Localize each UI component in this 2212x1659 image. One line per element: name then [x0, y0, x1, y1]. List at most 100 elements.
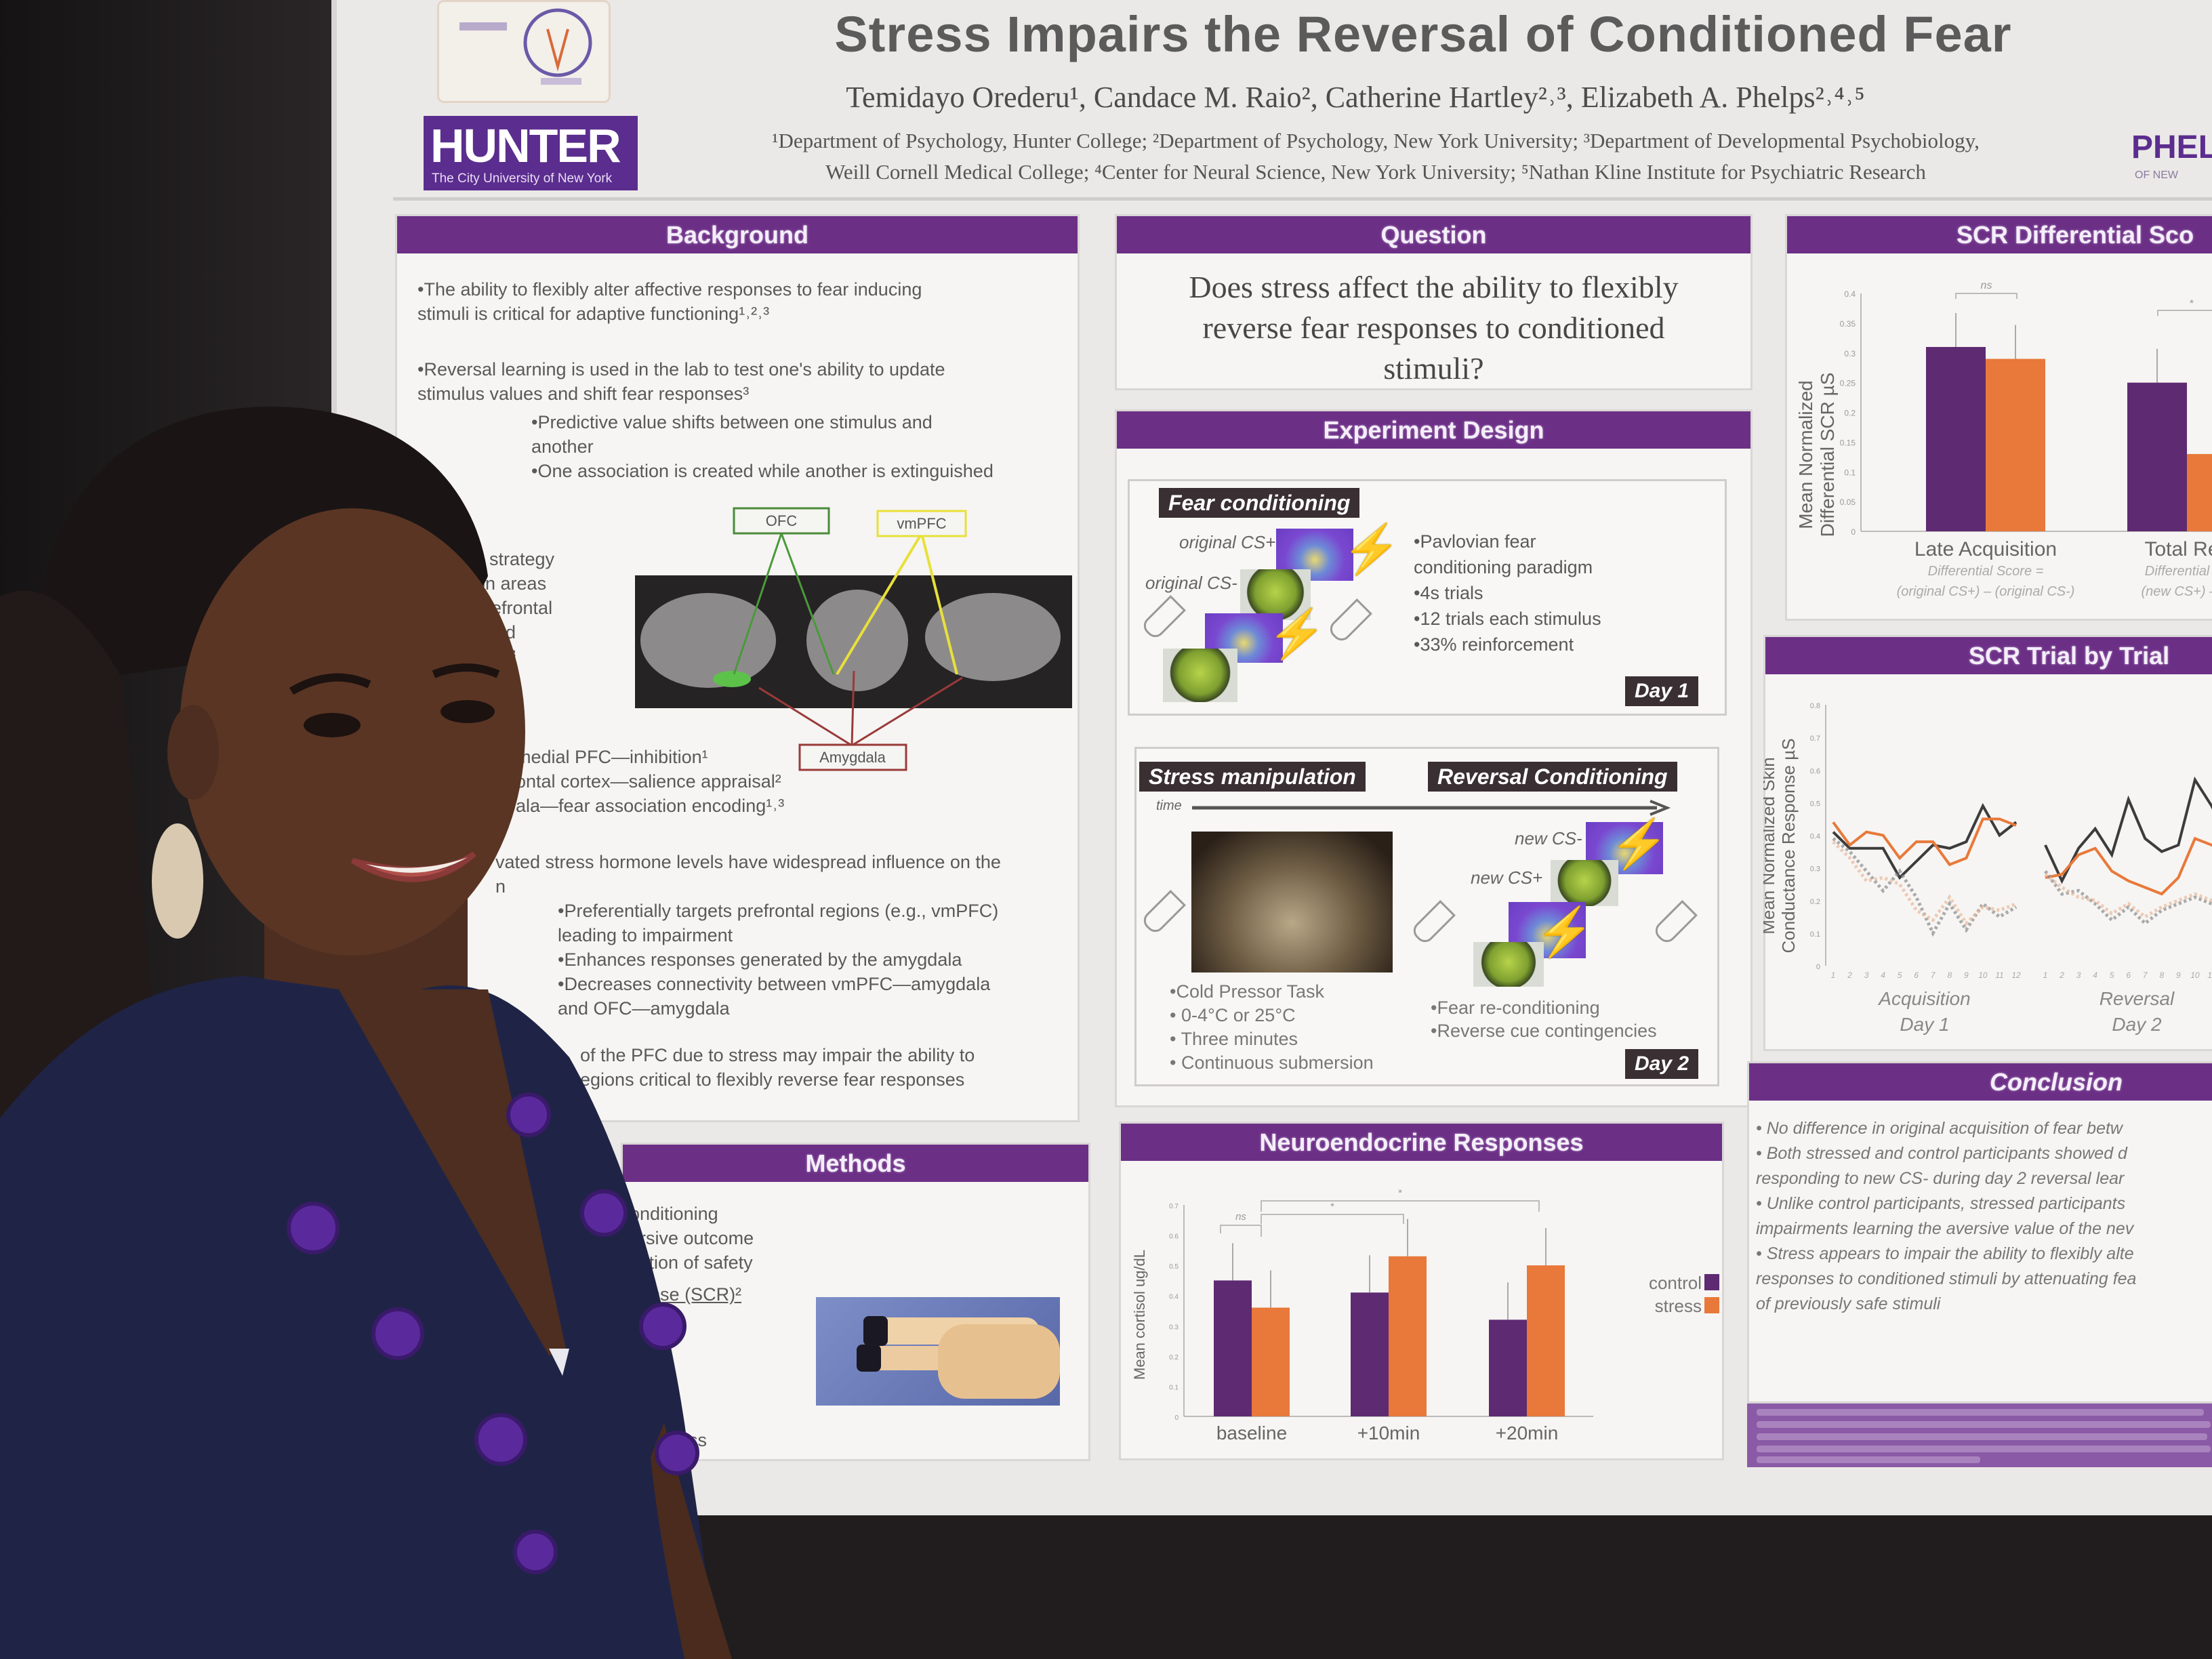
fear-conditioning-label: Fear conditioning [1159, 488, 1360, 518]
arm [651, 1423, 732, 1659]
shock-lightning-icon: ⚡ [1535, 905, 1595, 958]
background-heading: Background [397, 216, 1078, 253]
neuroendocrine-heading: Neuroendocrine Responses [1121, 1124, 1722, 1161]
partial-logo-right: PHEL [2131, 129, 2212, 165]
time-arrow-icon [1192, 800, 1671, 816]
brain-regions-figure: OFC vmPFC Amygdala [635, 507, 1072, 771]
legend-swatch [1704, 1297, 1719, 1313]
y-tick-label: 0.6 [1810, 767, 1820, 775]
white-undershirt [549, 1349, 569, 1376]
bar [1527, 1265, 1565, 1416]
y-tick-label: 0.05 [1840, 497, 1856, 507]
conclusion-text-line: • Unlike control participants, stressed … [1756, 1194, 2126, 1213]
y-tick-label: 0 [1174, 1414, 1179, 1422]
vmpfc-label-box [876, 510, 967, 537]
category-label: +10min [1357, 1422, 1420, 1443]
methods-text-line: ersive outcome [630, 1228, 754, 1248]
x-tick-label: 11 [2207, 970, 2212, 980]
university-seal-logo [437, 0, 611, 103]
scr-trial-line-chart: 0 0.1 0.2 0.3 0.4 0.5 0.6 0.7 0.8 Mean Normalized… [1763, 702, 2212, 1035]
question-text-line: Does stress affect the ability to flexib… [1189, 270, 1679, 304]
hunter-logo-text: HUNTER [430, 119, 621, 172]
original-cs-minus-label: original CS- [1145, 573, 1237, 593]
cortisol-bar-chart: 0 0.1 0.2 0.3 0.4 0.5 0.6 0.7 baseline +10min +20m… [1131, 1187, 1719, 1443]
reversal-bullet: •Reverse cue contingencies [1431, 1021, 1657, 1041]
background-text-line: medial PFC—inhibition¹ [516, 747, 708, 767]
legend-swatch [1704, 1274, 1719, 1290]
significance-label: * [1398, 1187, 1402, 1199]
background-text-line: n [495, 876, 506, 897]
bar [2127, 382, 2187, 531]
significance-bracket [1220, 1225, 1262, 1237]
y-tick-label: 0.2 [1844, 409, 1856, 418]
reversal-conditioning-label: Reversal Conditioning [1428, 762, 1677, 792]
x-tick-label: 6 [2126, 970, 2131, 980]
y-tick-label: 0.1 [1169, 1384, 1179, 1391]
x-tick-label: 7 [1931, 970, 1936, 980]
brain-lateral-view [640, 593, 776, 688]
y-tick-label: 0.4 [1169, 1294, 1179, 1301]
category-sublabel: Differential Score = [1928, 564, 2044, 579]
background-text-line: stimulus values and shift fear responses… [417, 384, 750, 404]
background-text-line: another [531, 436, 594, 457]
background-text-line: •One association is created while anothe… [531, 461, 994, 481]
series-line [1832, 840, 2017, 926]
x-tick-label: 1 [1831, 970, 1836, 980]
y-axis-label: Mean Normalized [1795, 380, 1816, 529]
y-tick-label: 0.6 [1169, 1233, 1179, 1241]
teeth [366, 857, 468, 873]
x-tick-label: 9 [2176, 970, 2181, 980]
background-text-line: •Enhances responses generated by the amy… [558, 949, 962, 970]
background-text-line: •The ability to flexibly alter affective… [417, 279, 922, 300]
y-tick-label: 0.2 [1810, 898, 1820, 906]
scr-differential-bar-chart: 0 0.05 0.1 0.15 0.2 0.25 0.3 0.35 0.4 Late Acquis… [1795, 280, 2212, 599]
x-tick-label: 7 [2143, 970, 2148, 980]
y-tick-label: 0.25 [1840, 379, 1856, 388]
x-tick-label: 8 [2159, 970, 2164, 980]
y-tick-label: 0.1 [1844, 468, 1856, 477]
category-sublabel: Differential Sc [2145, 564, 2212, 579]
earring [152, 823, 203, 939]
fear-conditioning-bullet: •4s trials [1414, 583, 1483, 603]
methods-panel: Methods onditioning ersive outcome cation … [621, 1143, 1090, 1461]
x-tick-label: 9 [1964, 970, 1969, 980]
left-eye [304, 713, 361, 737]
x-tick-label: 2 [1847, 970, 1852, 980]
methods-text-line: onditioning [630, 1204, 718, 1224]
question-text-line: reverse fear responses to conditioned [1202, 310, 1665, 345]
background-text-line: •Predictive value shifts between one sti… [531, 412, 933, 432]
stress-manipulation-bullet: • 0-4°C or 25°C [1170, 1005, 1296, 1025]
y-tick-label: 0.7 [1169, 1203, 1179, 1210]
stress-manipulation-bullet: • Continuous submersion [1170, 1052, 1374, 1073]
bar [1926, 346, 1986, 531]
y-tick-label: 0.4 [1810, 833, 1820, 841]
stress-manipulation-bullet: • Three minutes [1170, 1029, 1298, 1049]
series-line [2045, 836, 2212, 896]
references-block [1747, 1404, 2212, 1467]
hunter-logo-subtext: The City University of New York [432, 171, 613, 186]
y-tick-label: 0.4 [1844, 289, 1856, 299]
scr-differential-heading: SCR Differential Sco [1787, 216, 2212, 253]
scr-electrode-hand-photo [816, 1297, 1060, 1406]
background-text-line: ontal cortex—salience appraisal² [516, 771, 781, 792]
original-cs-plus-label: original CS+ [1179, 532, 1276, 552]
series-line [2044, 776, 2212, 884]
panel-sublabel: Day 2 [2112, 1014, 2162, 1035]
y-axis-label: Mean Normalized Skin [1763, 757, 1778, 935]
ofc-highlight [713, 671, 751, 687]
vmpfc-label: vmPFC [897, 515, 946, 532]
x-tick-label: 4 [1881, 970, 1885, 980]
x-tick-label: 5 [1898, 970, 1902, 980]
y-tick-label: 0.3 [1169, 1324, 1179, 1331]
significance-bracket [1261, 1214, 1404, 1224]
fear-conditioning-bullet: •Pavlovian fear [1414, 531, 1536, 552]
conclusion-text-line: • Stress appears to impair the ability t… [1756, 1244, 2134, 1263]
panel-sublabel: Day 1 [1900, 1014, 1949, 1035]
x-tick-label: 12 [2011, 970, 2021, 980]
y-axis-label: Conductance Response µS [1778, 738, 1799, 953]
x-tick-label: 11 [1995, 970, 2003, 980]
y-tick-label: 0.3 [1844, 349, 1856, 359]
category-sublabel: (original CS+) – (original CS-) [1897, 584, 2075, 599]
significance-label: * [2190, 298, 2194, 310]
panel-label: Acquisition [1877, 988, 1970, 1009]
